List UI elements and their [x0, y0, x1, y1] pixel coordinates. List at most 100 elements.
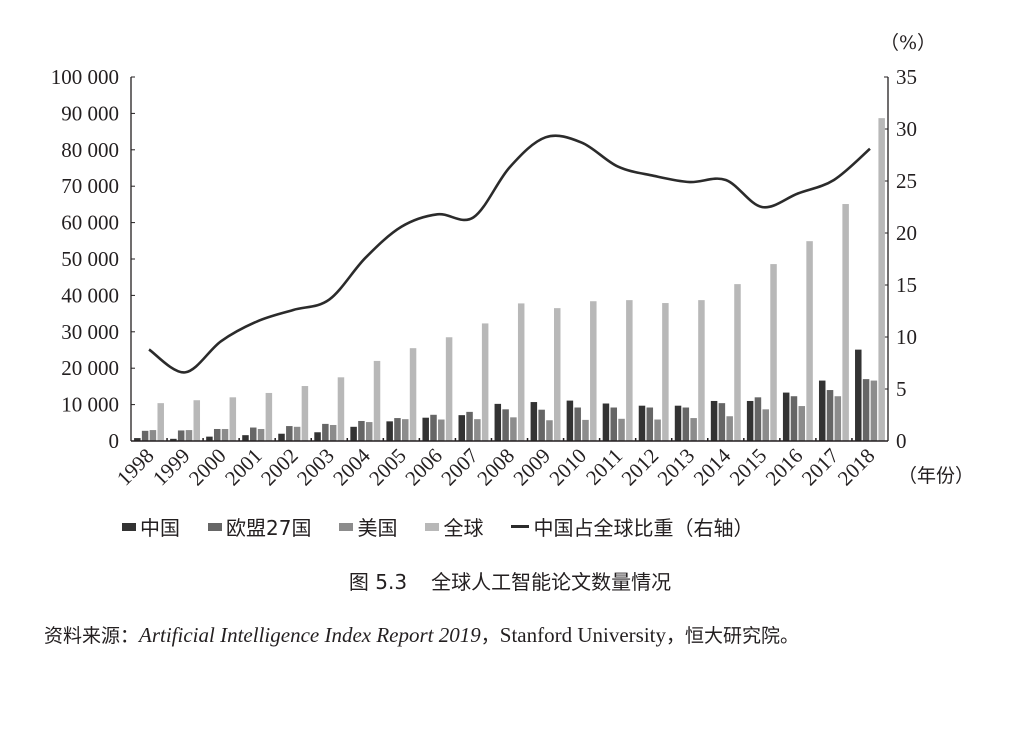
- bar: [474, 419, 481, 441]
- x-tick-label: 2007: [436, 444, 483, 491]
- bar: [517, 303, 525, 441]
- legend-label: 欧盟27国: [226, 516, 312, 540]
- x-axis: 1998199920002001200220032004200520062007…: [112, 438, 888, 490]
- right-tick-label: 25: [896, 169, 917, 193]
- right-tick-label: 0: [896, 429, 907, 453]
- bar: [654, 419, 661, 441]
- bar: [662, 303, 669, 441]
- legend-item-eu27: 欧盟27国: [208, 512, 311, 541]
- bar: [430, 414, 437, 441]
- bar: [157, 403, 164, 441]
- bar: [185, 430, 193, 441]
- source-suffix: 恒大研究院。: [685, 625, 800, 647]
- x-tick-label: 2015: [725, 444, 772, 491]
- bar: [458, 415, 466, 441]
- right-axis-unit: （%）: [880, 32, 936, 54]
- bar: [798, 406, 806, 441]
- bar: [826, 390, 834, 441]
- x-tick-label: 2000: [184, 444, 231, 491]
- legend-swatch-global: [425, 522, 440, 531]
- bar: [538, 409, 545, 441]
- bar: [726, 416, 733, 441]
- bar: [445, 337, 453, 441]
- x-tick-label: 2016: [761, 444, 808, 491]
- bar: [734, 284, 741, 441]
- bar: [422, 417, 429, 441]
- bar: [177, 430, 185, 441]
- bar: [638, 405, 646, 441]
- figure-title: 全球人工智能论文数量情况: [431, 570, 672, 594]
- legend-line-china-share: [511, 525, 530, 528]
- bar: [293, 426, 301, 441]
- bar: [790, 396, 798, 441]
- bar: [818, 380, 826, 441]
- left-tick-label: 100 000: [51, 65, 119, 89]
- figure-caption: 图 5.3 全球人工智能论文数量情况: [0, 566, 1020, 595]
- bar: [842, 204, 849, 441]
- bar-series: [134, 118, 885, 441]
- china-share-line: [148, 134, 871, 374]
- bar: [690, 418, 697, 441]
- bar: [301, 386, 309, 441]
- bar: [502, 409, 509, 441]
- source-institution: Stanford University: [499, 623, 666, 647]
- bar: [878, 118, 885, 441]
- x-tick-label: 2001: [220, 444, 267, 491]
- left-tick-label: 70 000: [61, 174, 119, 198]
- bar: [574, 407, 581, 441]
- right-tick-label: 20: [896, 221, 917, 245]
- line-series: [148, 134, 871, 374]
- bar: [582, 419, 589, 441]
- legend-item-china-share: 中国占全球比重（右轴）: [511, 512, 753, 541]
- x-tick-label: 2008: [472, 444, 519, 491]
- source-report-title: Artificial Intelligence Index Report 201…: [139, 623, 481, 647]
- left-tick-label: 60 000: [61, 211, 119, 235]
- x-axis-unit: （年份）: [898, 465, 974, 487]
- bar: [626, 300, 633, 441]
- x-tick-label: 2006: [400, 444, 447, 491]
- bar: [409, 348, 417, 441]
- right-axis: 0 5 10 15 20 25 30 35: [884, 65, 917, 453]
- bar: [278, 433, 285, 441]
- left-tick-label: 40 000: [61, 283, 119, 307]
- bar: [337, 377, 345, 441]
- left-tick-label: 30 000: [61, 320, 119, 344]
- legend-item-china: 中国: [122, 512, 180, 541]
- x-tick-label: 2012: [617, 444, 664, 491]
- chart: 0 10 000 20 000 30 000 40 000 50 000 60 000 70 …: [51, 32, 974, 490]
- bar: [610, 407, 617, 441]
- bar: [646, 407, 654, 441]
- bar: [329, 424, 337, 441]
- left-tick-label: 0: [109, 429, 120, 453]
- bar: [546, 420, 553, 441]
- x-tick-label: 2002: [256, 444, 303, 491]
- bar: [481, 323, 489, 441]
- x-tick-label: 2009: [508, 444, 555, 491]
- figure-number: 图 5.3: [348, 570, 408, 594]
- bar: [674, 405, 682, 441]
- x-tick-label: 2017: [797, 444, 844, 491]
- x-tick-label: 2011: [581, 444, 627, 490]
- source-separator: ，: [666, 625, 686, 647]
- bar: [862, 379, 870, 441]
- right-tick-label: 30: [896, 117, 917, 141]
- bar: [590, 301, 597, 441]
- bar: [466, 411, 473, 441]
- right-tick-label: 5: [896, 377, 907, 401]
- left-axis: 0 10 000 20 000 30 000 40 000 50 000 60 000 70 …: [51, 65, 135, 453]
- legend-label: 中国: [140, 516, 180, 540]
- x-tick-label: 2004: [328, 443, 375, 490]
- bar: [358, 420, 365, 441]
- legend-item-global: 全球: [425, 512, 483, 541]
- bar: [170, 438, 177, 441]
- x-tick-label: 2013: [653, 444, 700, 491]
- source-separator: ，: [480, 625, 500, 647]
- legend-swatch-usa: [339, 522, 354, 531]
- right-tick-label: 35: [896, 65, 917, 89]
- legend-label: 美国: [357, 516, 398, 540]
- bar: [213, 428, 221, 441]
- bar: [553, 308, 561, 441]
- left-tick-label: 50 000: [61, 247, 119, 271]
- bar: [510, 417, 517, 441]
- x-tick-label: 2018: [833, 444, 880, 491]
